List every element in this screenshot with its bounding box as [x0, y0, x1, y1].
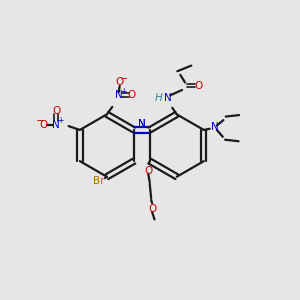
Text: N: N [211, 122, 219, 132]
Text: N: N [164, 93, 172, 103]
Text: O: O [40, 120, 48, 130]
Text: +: + [58, 116, 64, 125]
Text: +: + [120, 87, 127, 96]
Text: O: O [52, 106, 60, 116]
Text: O: O [148, 204, 156, 214]
Text: H: H [155, 93, 163, 103]
Text: O: O [144, 166, 152, 176]
Text: O: O [116, 77, 124, 87]
Text: −: − [36, 116, 44, 126]
Text: N: N [52, 120, 60, 130]
Text: Br: Br [93, 176, 105, 186]
Text: O: O [128, 90, 136, 100]
Text: N: N [138, 119, 146, 129]
Text: N: N [115, 90, 123, 100]
Text: O: O [194, 80, 202, 91]
Text: −: − [120, 74, 128, 84]
Text: N: N [138, 119, 146, 129]
